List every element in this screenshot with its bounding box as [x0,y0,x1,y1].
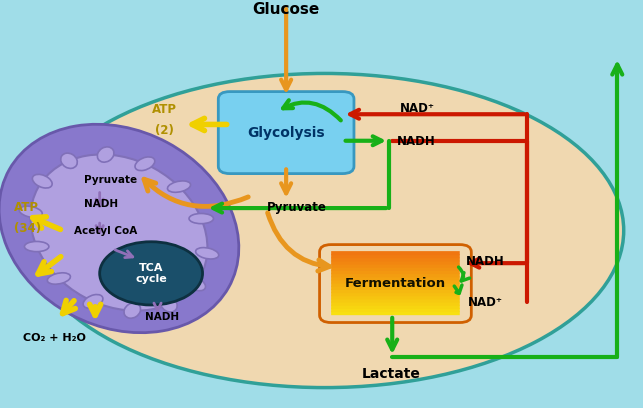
Text: ATP: ATP [14,201,39,214]
Ellipse shape [100,242,203,305]
Text: (34): (34) [14,222,41,235]
FancyBboxPatch shape [331,286,460,290]
FancyBboxPatch shape [331,283,460,287]
Ellipse shape [189,213,213,224]
Ellipse shape [32,174,52,188]
Ellipse shape [0,124,239,333]
FancyBboxPatch shape [331,267,460,271]
Ellipse shape [97,147,114,162]
FancyBboxPatch shape [331,295,460,299]
FancyBboxPatch shape [331,292,460,296]
FancyBboxPatch shape [331,311,460,315]
Text: NADH: NADH [84,199,118,209]
Text: NADH: NADH [145,313,179,322]
FancyBboxPatch shape [331,299,460,303]
Text: Pyruvate: Pyruvate [267,201,327,214]
Text: TCA
cycle: TCA cycle [135,263,167,284]
FancyBboxPatch shape [331,257,460,262]
Text: Glycolysis: Glycolysis [248,126,325,140]
Ellipse shape [167,181,190,192]
FancyBboxPatch shape [331,277,460,280]
Text: Lactate: Lactate [361,367,421,381]
FancyBboxPatch shape [331,308,460,312]
Text: ATP: ATP [152,103,176,116]
Ellipse shape [161,297,177,312]
Text: NAD⁺: NAD⁺ [468,296,503,309]
Ellipse shape [60,153,77,169]
Text: NADH: NADH [397,135,436,149]
Ellipse shape [26,73,624,388]
Text: Fermentation: Fermentation [345,277,446,290]
Ellipse shape [195,248,219,259]
Ellipse shape [24,242,49,252]
Ellipse shape [30,155,208,310]
FancyBboxPatch shape [331,289,460,293]
FancyBboxPatch shape [331,264,460,268]
FancyBboxPatch shape [331,261,460,265]
Text: Glucose: Glucose [253,2,320,17]
FancyBboxPatch shape [331,254,460,258]
Ellipse shape [135,157,155,171]
FancyBboxPatch shape [331,302,460,306]
Ellipse shape [83,295,103,308]
FancyBboxPatch shape [331,279,460,284]
Text: NADH: NADH [466,255,505,268]
FancyBboxPatch shape [331,305,460,309]
Ellipse shape [48,273,71,284]
Text: CO₂ + H₂O: CO₂ + H₂O [23,333,86,343]
Ellipse shape [124,303,141,318]
FancyBboxPatch shape [331,273,460,277]
Text: Acetyl CoA: Acetyl CoA [74,226,137,235]
Text: (2): (2) [154,124,174,137]
Ellipse shape [19,206,42,217]
Text: Pyruvate: Pyruvate [84,175,137,184]
Text: NAD⁺: NAD⁺ [400,102,435,115]
FancyBboxPatch shape [219,91,354,174]
FancyBboxPatch shape [331,270,460,274]
FancyBboxPatch shape [331,251,460,255]
Ellipse shape [186,277,206,291]
